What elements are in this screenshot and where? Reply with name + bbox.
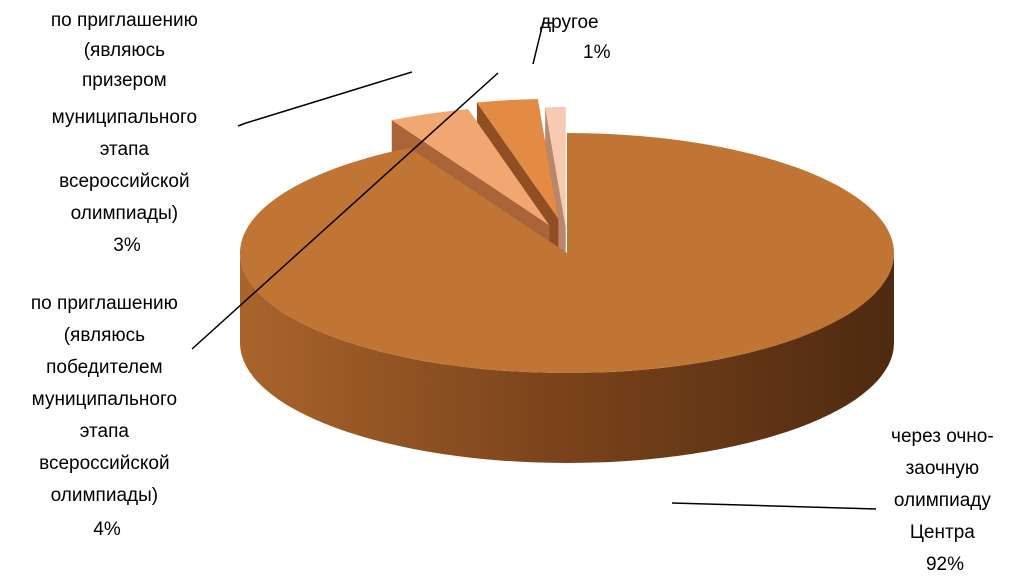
leader-other <box>532 22 554 65</box>
label-main: через очно- заочную олимпиаду Центра 92% <box>891 426 999 575</box>
label-other: другое 1% <box>540 12 611 63</box>
leader-winner <box>191 72 499 350</box>
label-prizer: по приглашению (являюсь призером муницип… <box>51 10 203 256</box>
leader-main <box>671 502 877 510</box>
leader-prizer <box>237 71 413 127</box>
label-winner: по приглашению (являюсь победителем муни… <box>31 293 183 540</box>
slice-main <box>240 133 895 463</box>
